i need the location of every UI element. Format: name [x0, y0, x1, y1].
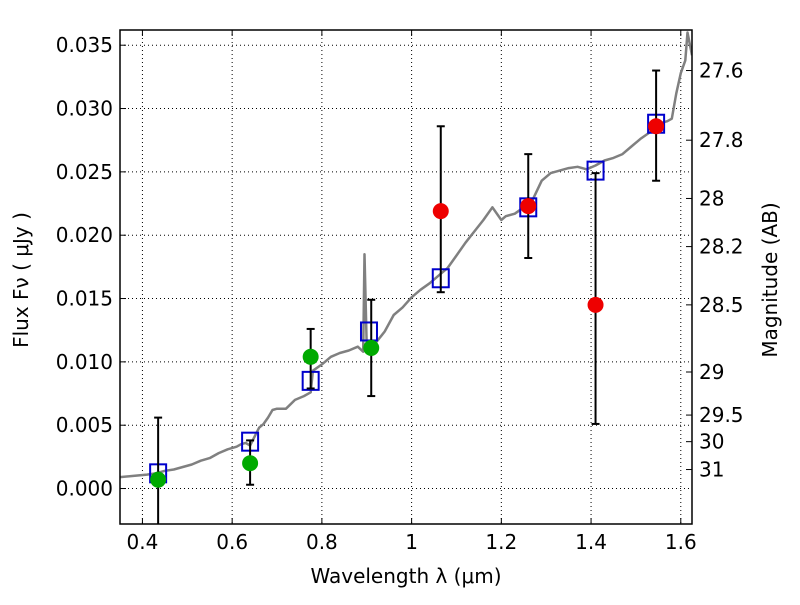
grid	[120, 30, 692, 524]
y-tick-label: 0.020	[56, 223, 113, 247]
y-tick-label: 0.035	[56, 33, 113, 57]
axes: 0.4 0.6 0.8 1 1.2 1.4 1.6 0.000 0.005 0.010 0.015 0…	[56, 29, 744, 554]
right-tick-label: 27.8	[699, 128, 744, 152]
x-tick-label: 0.4	[127, 530, 159, 554]
x-tick-label: 1.2	[485, 530, 517, 554]
x-tick-label: 1.4	[575, 530, 607, 554]
y-axis-title: Flux Fν ( μJy )	[9, 212, 33, 348]
y-tick-label: 0.000	[56, 477, 113, 501]
right-axis-title: Magnitude (AB)	[758, 202, 782, 357]
x-tick-label: 0.6	[216, 530, 248, 554]
measured-point	[587, 296, 604, 313]
y-tick-label: 0.005	[56, 413, 113, 437]
right-tick-label: 28.5	[699, 293, 744, 317]
y-tick-label: 0.015	[56, 287, 113, 311]
right-tick-label: 29.5	[699, 403, 744, 427]
y-tick-label: 0.030	[56, 97, 113, 121]
plot-frame	[119, 29, 693, 525]
right-tick-label: 29	[699, 360, 724, 384]
measured-point	[648, 118, 665, 135]
right-tick-label: 27.6	[699, 59, 744, 83]
measured-point	[363, 339, 380, 356]
y-tick-label: 0.025	[56, 160, 113, 184]
x-axis-title: Wavelength λ (μm)	[310, 564, 501, 588]
plot-area	[120, 31, 692, 524]
measured-point	[520, 198, 537, 215]
spectrum-line	[120, 31, 692, 479]
right-tick-label: 28.2	[699, 235, 744, 259]
y-tick-label: 0.010	[56, 350, 113, 374]
right-tick-label: 31	[699, 458, 724, 482]
right-tick-label: 30	[699, 430, 724, 454]
measured-point	[432, 203, 449, 220]
measured-point	[302, 348, 319, 365]
right-tick-label: 28	[699, 186, 724, 210]
measured-point	[150, 471, 167, 488]
x-tick-label: 1.6	[665, 530, 697, 554]
measured-point	[242, 455, 259, 472]
x-tick-label: 0.8	[306, 530, 338, 554]
x-tick-label: 1	[405, 530, 418, 554]
